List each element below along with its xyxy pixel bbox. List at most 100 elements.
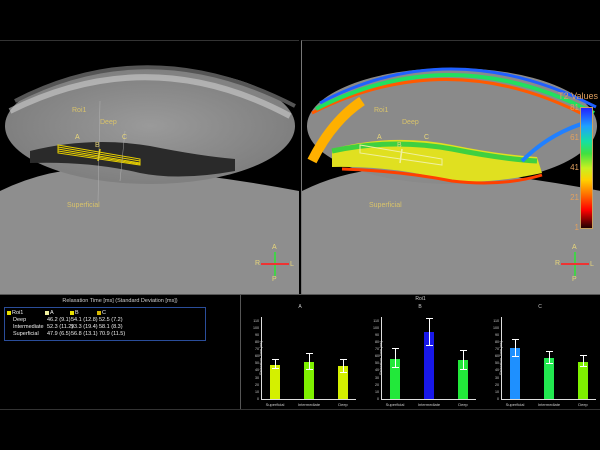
mri-viewer-grayscale[interactable]: Roi1 Deep A B C Superficial A R L P bbox=[0, 40, 299, 295]
bar bbox=[510, 348, 520, 399]
segment-a-label: A bbox=[377, 134, 382, 141]
mri-viewer-t2-map[interactable]: Roi1 Deep A B C Superficial T2 Values 81… bbox=[301, 40, 600, 295]
x-tick-label: Deep bbox=[458, 402, 468, 407]
y-tick: 80 bbox=[375, 339, 379, 344]
x-tick-label: Intermediate bbox=[417, 402, 441, 407]
deep-label: Deep bbox=[100, 119, 117, 126]
cell-value: 93.3 (19.4) bbox=[71, 324, 98, 330]
y-tick: 50 bbox=[495, 361, 499, 366]
segment-c-label: C bbox=[424, 134, 430, 141]
y-tick: 0 bbox=[377, 397, 379, 401]
bar bbox=[424, 332, 434, 399]
x-tick-label: Superficial bbox=[505, 402, 525, 407]
roi-label: Roi1 bbox=[72, 107, 87, 114]
cell-value: 52.5 (7.2) bbox=[99, 317, 123, 323]
roi-label: Roi1 bbox=[374, 107, 389, 114]
error-cap bbox=[392, 366, 399, 368]
y-tick: 100 bbox=[373, 325, 379, 330]
relaxation-table-panel: Relaxation Time [ms] (Standard Deviation… bbox=[0, 295, 241, 409]
y-tick: 100 bbox=[253, 325, 259, 330]
plot-area: Relaxation Time [ms] 110 100 90 80 70 60 50 40 30… bbox=[493, 317, 596, 407]
segment-c-label: C bbox=[122, 134, 128, 141]
y-tick: 40 bbox=[375, 368, 379, 373]
x-tick-label: Intermediate bbox=[537, 402, 561, 407]
x-tick-label: Superficial bbox=[265, 402, 285, 407]
bar bbox=[270, 364, 280, 399]
error-cap bbox=[546, 350, 553, 352]
y-tick: 0 bbox=[257, 397, 259, 401]
header-b: B bbox=[70, 310, 79, 316]
colorbar-title: T2 Values bbox=[558, 91, 598, 101]
deep-label: Deep bbox=[402, 119, 419, 126]
cell-value: 52.3 (11.2) bbox=[47, 324, 74, 330]
y-tick: 10 bbox=[255, 389, 259, 394]
t2-colorbar bbox=[580, 107, 593, 229]
segment-b-label: B bbox=[397, 142, 402, 149]
chart-title: A bbox=[298, 304, 302, 310]
y-tick: 90 bbox=[495, 332, 499, 337]
mri-image-t2-overlay bbox=[302, 41, 600, 295]
y-tick: 60 bbox=[495, 354, 499, 359]
cell-value: 54.1 (12.8) bbox=[71, 317, 98, 323]
y-axis-label: Relaxation Time [ms] bbox=[378, 341, 383, 375]
header-c: C bbox=[97, 310, 106, 316]
row-label: Intermediate bbox=[13, 324, 44, 330]
results-area: Relaxation Time [ms] (Standard Deviation… bbox=[0, 294, 600, 410]
y-tick: 40 bbox=[495, 368, 499, 373]
cell-value: 46.2 (9.1) bbox=[47, 317, 71, 323]
row-label: Deep bbox=[13, 317, 27, 323]
y-tick: 90 bbox=[255, 332, 259, 337]
bar bbox=[304, 361, 314, 399]
error-cap bbox=[392, 348, 399, 350]
y-tick: 30 bbox=[375, 375, 379, 380]
y-tick: 110 bbox=[253, 318, 259, 323]
error-cap bbox=[426, 317, 433, 319]
x-tick-label: Deep bbox=[578, 402, 588, 407]
x-tick-label: Intermediate bbox=[297, 402, 321, 407]
colorbar-tick: 21 bbox=[570, 193, 579, 202]
error-cap bbox=[460, 368, 467, 370]
charts-title: Roi1 bbox=[415, 296, 426, 302]
y-tick: 20 bbox=[255, 382, 259, 387]
superficial-label: Superficial bbox=[369, 202, 402, 209]
y-tick: 110 bbox=[373, 318, 379, 323]
y-tick: 50 bbox=[375, 361, 379, 366]
y-tick: 90 bbox=[375, 332, 379, 337]
y-tick: 60 bbox=[375, 354, 379, 359]
colorbar-tick: 81 bbox=[570, 103, 579, 112]
error-cap bbox=[460, 350, 467, 352]
y-tick: 20 bbox=[495, 382, 499, 387]
error-bar bbox=[395, 349, 396, 368]
bar bbox=[390, 358, 400, 399]
y-tick: 80 bbox=[255, 339, 259, 344]
cell-value: 47.9 (6.5) bbox=[47, 331, 71, 337]
y-tick: 100 bbox=[493, 325, 499, 330]
error-bar bbox=[515, 340, 516, 357]
bar-chart-a: A Relaxation Time [ms] 110 100 90 80 70 60 50 40 3… bbox=[241, 303, 359, 409]
orientation-marker: A R L P bbox=[255, 244, 294, 283]
cell-value: 58.1 (8.3) bbox=[99, 324, 123, 330]
chart-title: B bbox=[418, 304, 422, 310]
cell-value: 70.9 (11.5) bbox=[99, 331, 126, 337]
y-tick: 10 bbox=[375, 389, 379, 394]
error-cap bbox=[426, 345, 433, 347]
bar bbox=[544, 357, 554, 399]
segment-b-label: B bbox=[95, 142, 100, 149]
y-tick: 20 bbox=[375, 382, 379, 387]
charts-panel: Roi1 A Relaxation Time [ms] 110 100 90 80 70 60… bbox=[241, 295, 600, 409]
y-axis-label: Relaxation Time [ms] bbox=[258, 341, 263, 375]
y-axis-label: Relaxation Time [ms] bbox=[498, 341, 503, 375]
y-tick: 70 bbox=[495, 347, 499, 352]
mri-image-grayscale bbox=[0, 41, 299, 295]
y-tick: 10 bbox=[495, 389, 499, 394]
error-bar bbox=[275, 360, 276, 370]
colorbar-tick: 61 bbox=[570, 133, 579, 142]
x-tick-label: Superficial bbox=[385, 402, 405, 407]
y-tick: 30 bbox=[255, 375, 259, 380]
y-tick: 60 bbox=[255, 354, 259, 359]
superficial-label: Superficial bbox=[67, 202, 100, 209]
y-tick: 110 bbox=[493, 318, 499, 323]
bar bbox=[578, 361, 588, 399]
error-cap bbox=[546, 362, 553, 364]
error-cap bbox=[580, 365, 587, 367]
